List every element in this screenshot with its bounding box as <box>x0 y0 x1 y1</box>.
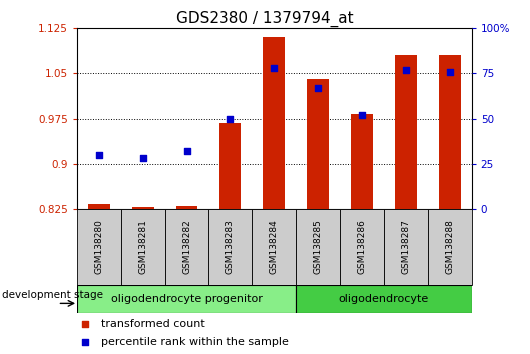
Text: oligodendrocyte progenitor: oligodendrocyte progenitor <box>111 294 262 304</box>
Point <box>342 86 350 91</box>
Text: development stage: development stage <box>2 290 103 300</box>
Bar <box>395 55 417 209</box>
Text: GSM138281: GSM138281 <box>138 219 147 274</box>
Point <box>138 155 147 161</box>
Point <box>358 112 366 118</box>
Text: percentile rank within the sample: percentile rank within the sample <box>101 337 288 347</box>
Bar <box>296 285 472 313</box>
Point <box>270 65 279 71</box>
Text: oligodendrocyte: oligodendrocyte <box>339 294 429 304</box>
Text: GDS2380 / 1379794_at: GDS2380 / 1379794_at <box>176 11 354 27</box>
Bar <box>384 209 428 285</box>
Text: GSM138284: GSM138284 <box>270 219 279 274</box>
Text: GSM138285: GSM138285 <box>314 219 323 274</box>
Point <box>94 152 103 158</box>
Bar <box>121 209 165 285</box>
Bar <box>439 55 461 209</box>
Bar <box>307 80 329 209</box>
Bar <box>219 123 241 209</box>
Bar <box>428 209 472 285</box>
Bar <box>165 209 208 285</box>
Bar <box>77 285 296 313</box>
Point <box>402 67 410 73</box>
Bar <box>131 207 154 209</box>
Bar <box>340 209 384 285</box>
Point <box>342 255 350 261</box>
Bar <box>208 209 252 285</box>
Text: GSM138283: GSM138283 <box>226 219 235 274</box>
Bar <box>351 114 373 209</box>
Point <box>226 116 235 121</box>
Bar <box>263 37 285 209</box>
Point <box>182 148 191 154</box>
Bar <box>175 206 198 209</box>
Text: GSM138286: GSM138286 <box>358 219 367 274</box>
Text: GSM138287: GSM138287 <box>401 219 410 274</box>
Text: GSM138288: GSM138288 <box>445 219 454 274</box>
Point <box>314 85 322 91</box>
Bar <box>296 209 340 285</box>
Text: GSM138280: GSM138280 <box>94 219 103 274</box>
Bar <box>88 204 110 209</box>
Point <box>446 69 454 74</box>
Text: transformed count: transformed count <box>101 319 204 329</box>
Bar <box>252 209 296 285</box>
Bar <box>77 209 121 285</box>
Text: GSM138282: GSM138282 <box>182 219 191 274</box>
